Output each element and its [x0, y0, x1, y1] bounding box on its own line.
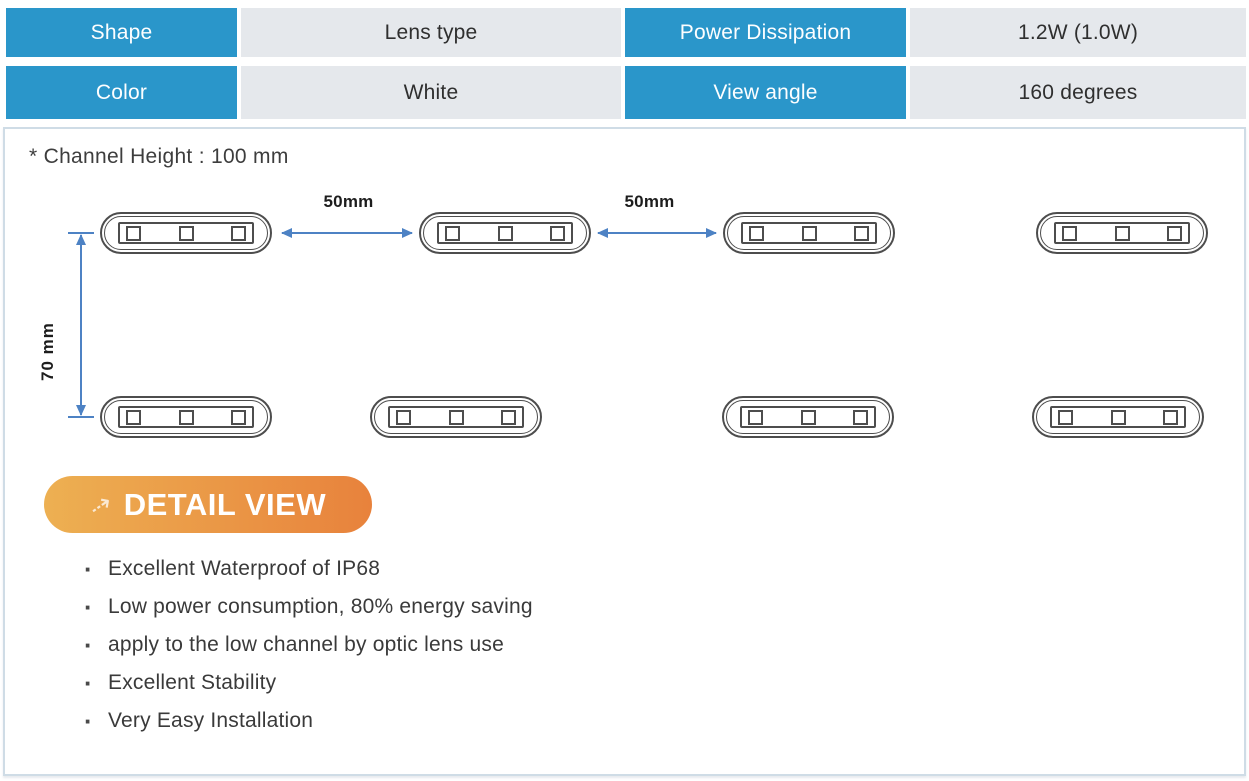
- led-module-inner-outline: [1036, 400, 1200, 434]
- led-strip: [388, 406, 524, 428]
- spec-header-power-dissipation: Power Dissipation: [625, 8, 906, 57]
- led-strip: [118, 406, 254, 428]
- led-chip: [853, 409, 868, 425]
- led-strip: [741, 222, 877, 244]
- led-module: [100, 212, 272, 254]
- led-module: [419, 212, 591, 254]
- vertical-spacing-label: 70 mm: [38, 322, 57, 381]
- led-strip: [118, 222, 254, 244]
- spec-value-color: White: [241, 66, 621, 119]
- led-chip: [231, 225, 246, 241]
- led-chip: [1058, 409, 1073, 425]
- dimension-line: [76, 234, 86, 416]
- led-chip: [231, 409, 246, 425]
- horizontal-spacing-label: 50mm: [323, 192, 374, 211]
- led-chip: [126, 409, 141, 425]
- led-chip: [448, 409, 464, 425]
- led-module: [370, 396, 542, 438]
- led-module-inner-outline: [104, 216, 268, 250]
- led-chip: [396, 409, 411, 425]
- led-strip: [1050, 406, 1186, 428]
- channel-height-note: * Channel Height : 100 mm: [29, 145, 289, 168]
- led-module-inner-outline: [726, 400, 890, 434]
- led-chip: [800, 409, 816, 425]
- spec-header-shape: Shape: [6, 8, 237, 57]
- dimension-end-cap: [68, 232, 94, 234]
- led-chip: [178, 409, 194, 425]
- led-module: [1032, 396, 1204, 438]
- horizontal-dimension-arrow: [597, 228, 717, 238]
- led-chip: [126, 225, 141, 241]
- feature-item: Excellent Waterproof of IP68: [82, 550, 533, 588]
- feature-list: Excellent Waterproof of IP68 Low power c…: [82, 550, 533, 740]
- led-module-inner-outline: [727, 216, 891, 250]
- dimension-end-cap: [68, 416, 94, 418]
- led-module-inner-outline: [423, 216, 587, 250]
- led-chip: [1110, 409, 1126, 425]
- led-chip: [748, 409, 763, 425]
- led-strip: [1054, 222, 1190, 244]
- horizontal-spacing-label: 50mm: [624, 192, 675, 211]
- led-chip: [854, 225, 869, 241]
- feature-item: Low power consumption, 80% energy saving: [82, 588, 533, 626]
- led-module: [1036, 212, 1208, 254]
- spec-value-view-angle: 160 degrees: [910, 66, 1246, 119]
- led-module-inner-outline: [374, 400, 538, 434]
- feature-item: apply to the low channel by optic lens u…: [82, 626, 533, 664]
- led-module: [100, 396, 272, 438]
- led-chip: [1114, 225, 1130, 241]
- led-module-inner-outline: [104, 400, 268, 434]
- led-chip: [1167, 225, 1182, 241]
- spec-header-view-angle: View angle: [625, 66, 906, 119]
- spec-table: Shape Lens type Power Dissipation 1.2W (…: [6, 8, 1246, 119]
- led-module: [722, 396, 894, 438]
- horizontal-dimension-arrow: [281, 228, 413, 238]
- led-chip: [1163, 409, 1178, 425]
- feature-item: Very Easy Installation: [82, 702, 533, 740]
- led-chip: [749, 225, 764, 241]
- led-module-inner-outline: [1040, 216, 1204, 250]
- detail-view-title: DETAIL VIEW: [123, 486, 327, 522]
- led-chip: [445, 225, 460, 241]
- led-module: [723, 212, 895, 254]
- led-chip: [550, 225, 565, 241]
- led-strip: [740, 406, 876, 428]
- led-chip: [497, 225, 513, 241]
- installation-diagram-panel: * Channel Height : 100 mm: [3, 127, 1246, 776]
- led-chip: [801, 225, 817, 241]
- dotted-arrow-icon: ⇢: [83, 486, 119, 525]
- led-chip: [1062, 225, 1077, 241]
- led-chip: [178, 225, 194, 241]
- led-strip: [437, 222, 573, 244]
- led-chip: [501, 409, 516, 425]
- feature-item: Excellent Stability: [82, 664, 533, 702]
- detail-view-badge: ⇢ DETAIL VIEW: [44, 476, 372, 533]
- spec-value-shape: Lens type: [241, 8, 621, 57]
- vertical-dimension-arrow: [67, 232, 95, 418]
- spec-header-color: Color: [6, 66, 237, 119]
- spec-value-power-dissipation: 1.2W (1.0W): [910, 8, 1246, 57]
